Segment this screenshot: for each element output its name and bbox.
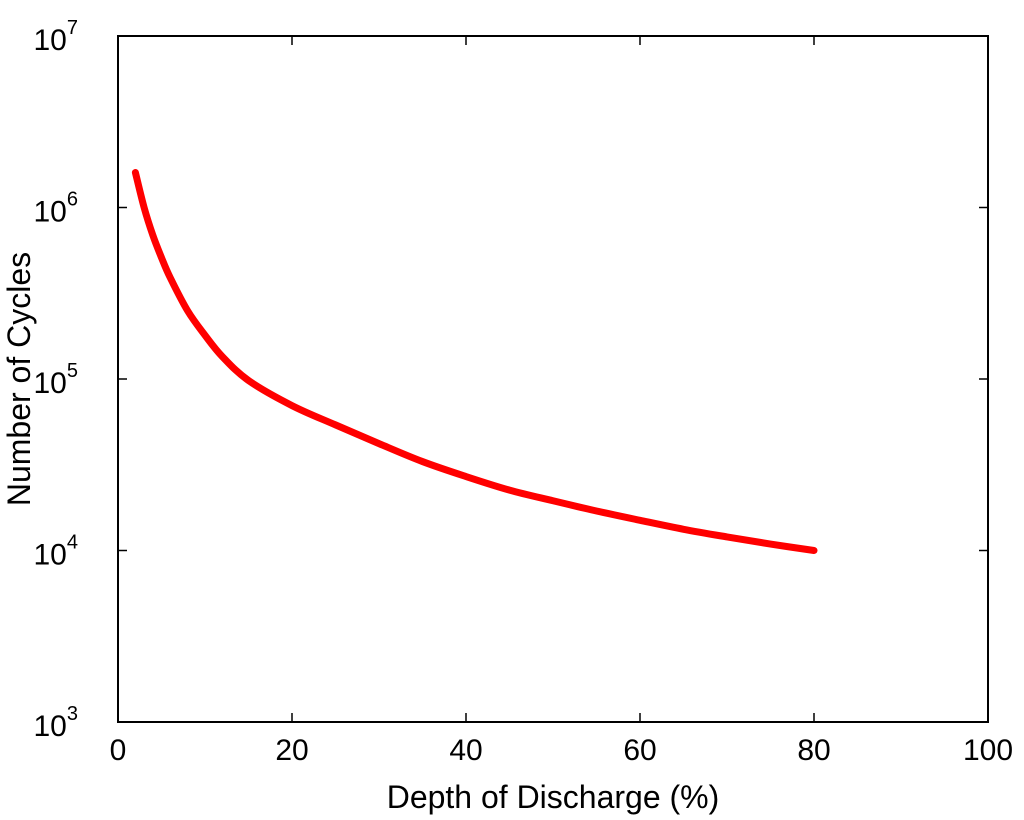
plot-area bbox=[117, 35, 989, 723]
series-layer bbox=[131, 168, 818, 554]
x-tick-label: 0 bbox=[110, 734, 127, 767]
x-tick-label: 100 bbox=[963, 734, 1013, 767]
y-axis-label: Number of Cycles bbox=[1, 252, 37, 506]
axis-ticks bbox=[117, 35, 989, 723]
x-tick-labels: 0 20 40 60 80 100 bbox=[110, 734, 1013, 767]
series-line bbox=[131, 168, 818, 554]
y-tick-labels: 103 104 105 106 107 bbox=[34, 17, 79, 743]
x-tick-label: 80 bbox=[797, 734, 830, 767]
y-tick-label: 107 bbox=[34, 17, 79, 57]
y-tick-label: 106 bbox=[34, 189, 79, 229]
x-tick-label: 20 bbox=[275, 734, 308, 767]
y-tick-label: 104 bbox=[34, 532, 79, 572]
x-tick-label: 40 bbox=[449, 734, 482, 767]
x-tick-label: 60 bbox=[623, 734, 656, 767]
x-axis-label: Depth of Discharge (%) bbox=[387, 779, 720, 815]
y-tick-label: 103 bbox=[34, 703, 79, 743]
y-tick-label: 105 bbox=[34, 360, 79, 400]
